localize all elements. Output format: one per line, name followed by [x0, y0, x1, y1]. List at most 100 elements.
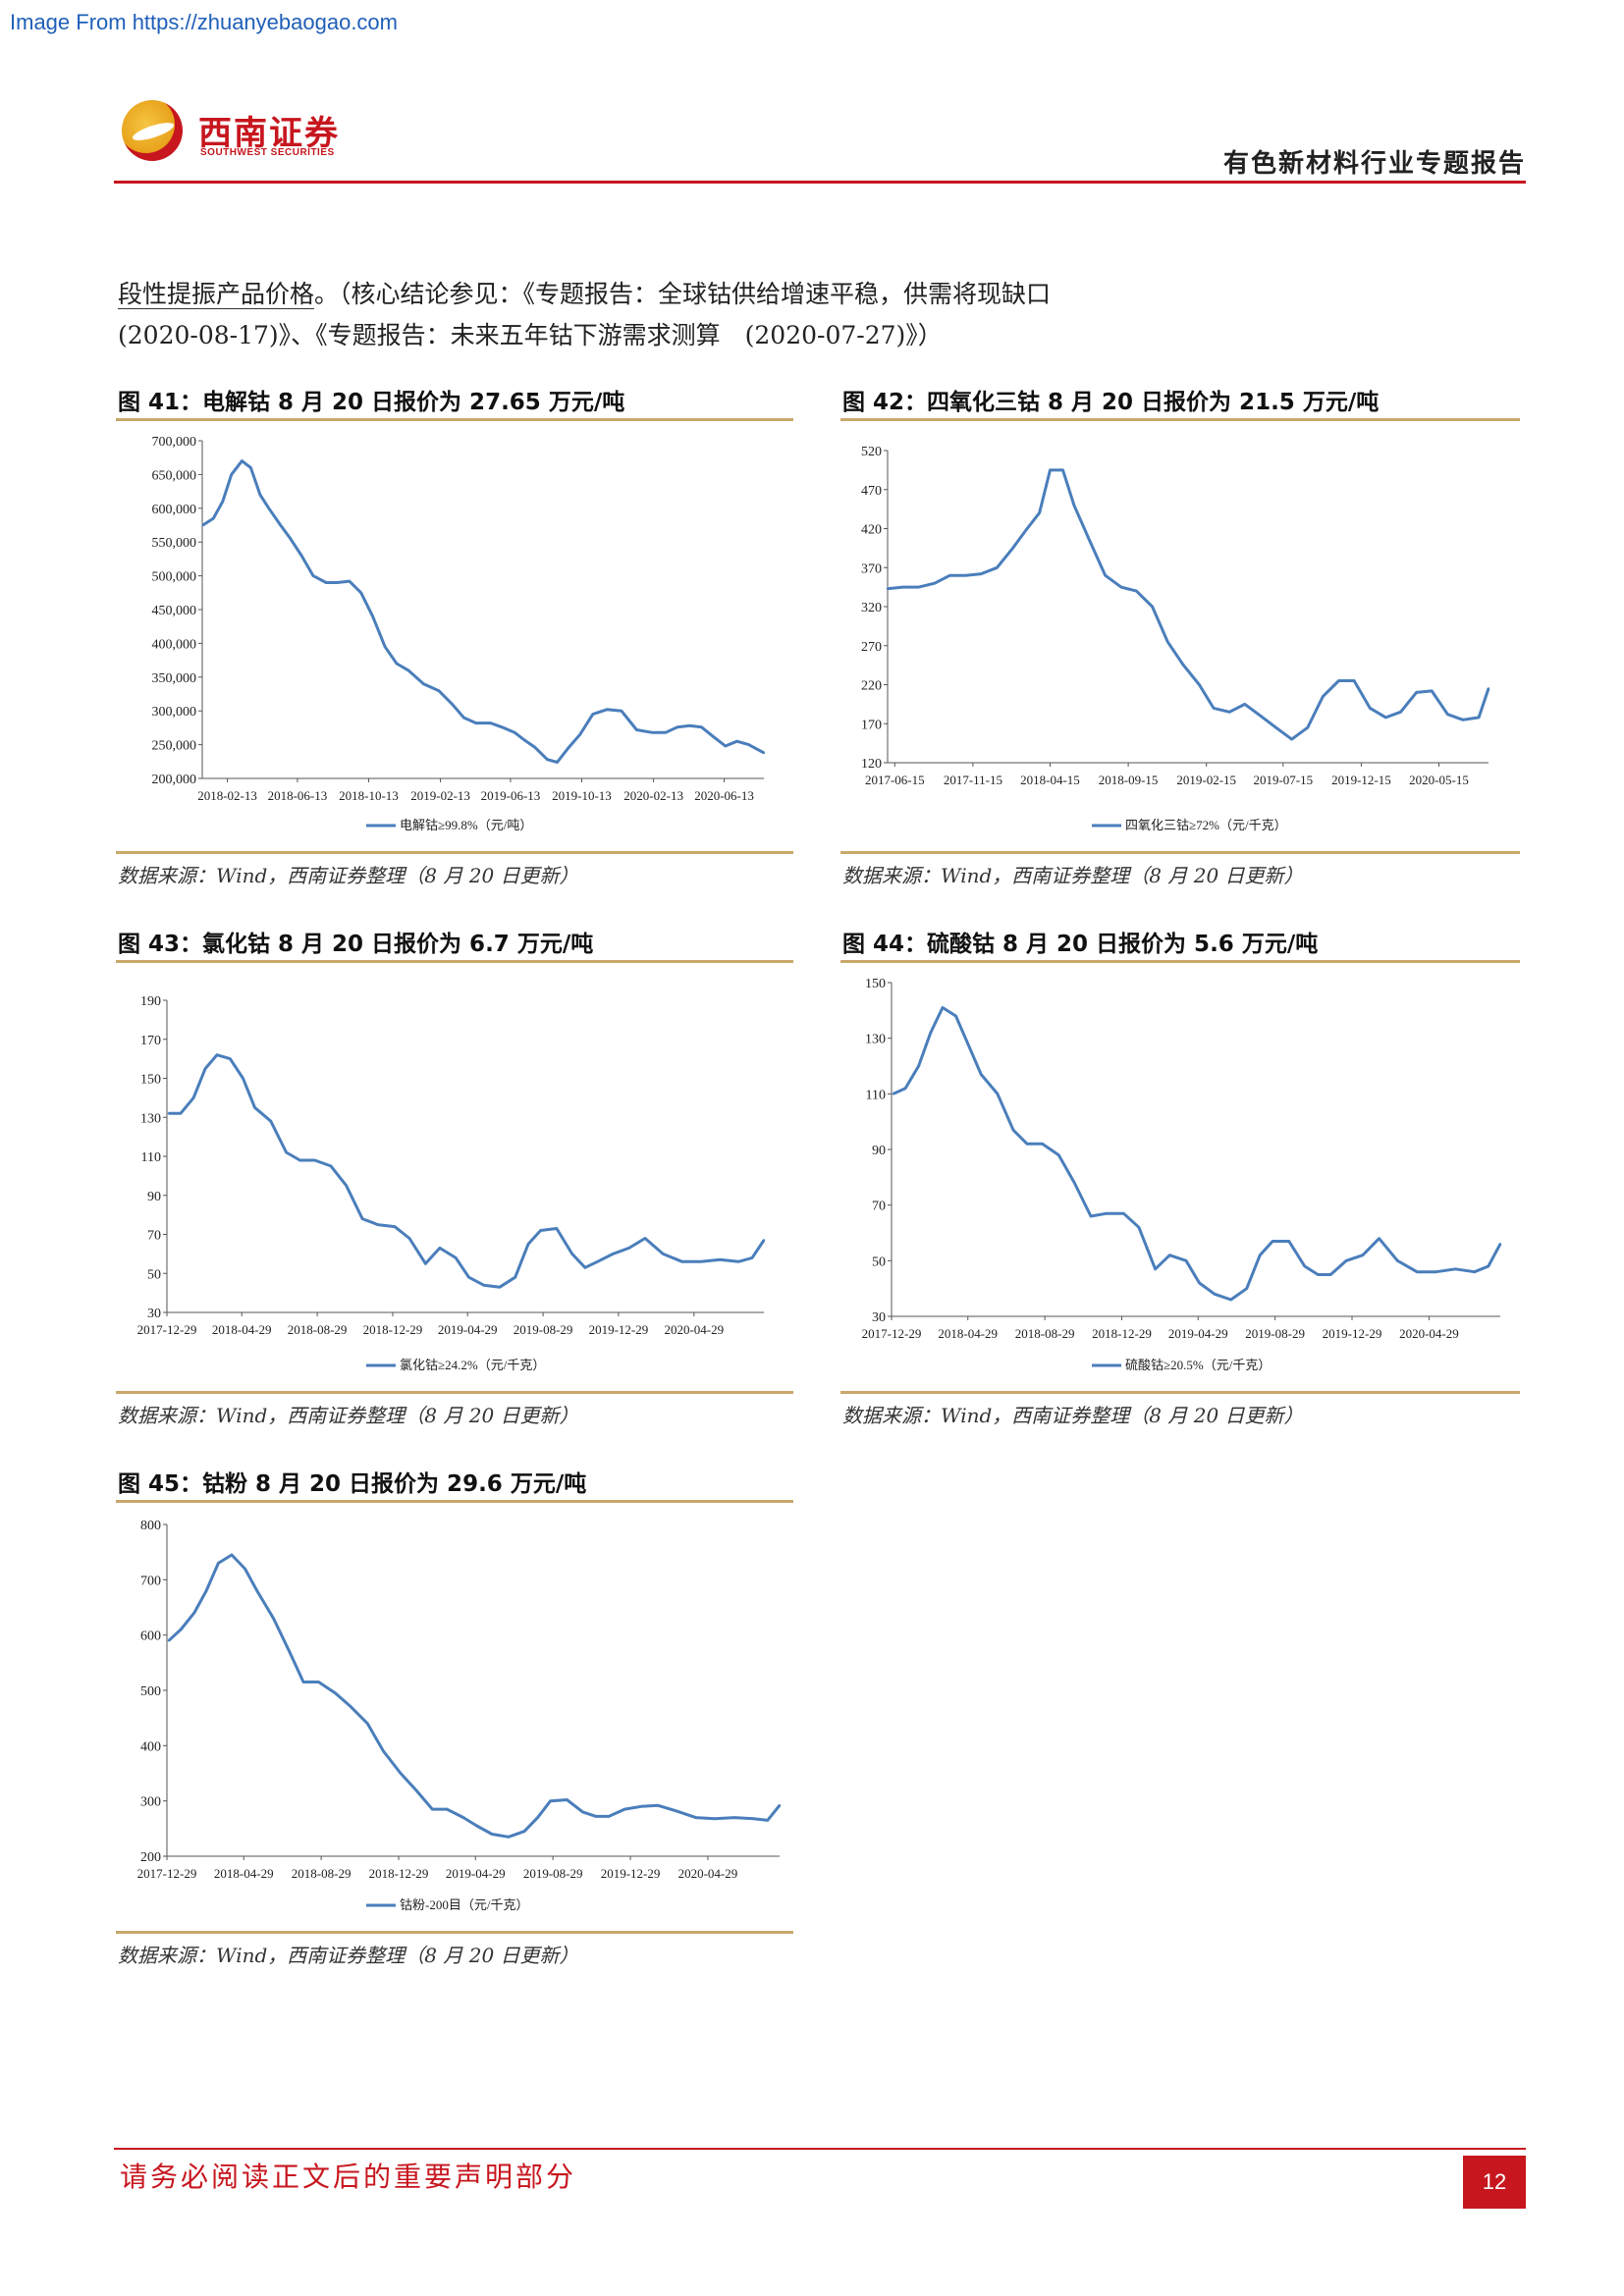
data-point — [192, 1611, 196, 1615]
data-point — [445, 1807, 449, 1811]
data-point — [230, 473, 233, 476]
y-tick-label: 200,000 — [152, 773, 197, 787]
data-point — [1337, 679, 1340, 682]
data-point — [578, 733, 581, 736]
data-point — [980, 1073, 983, 1076]
data-point — [1345, 1259, 1348, 1262]
data-point — [735, 739, 738, 743]
figure-41-title: 图 41：电解钴 8 月 20 日报价为 27.65 万元/吨 — [118, 390, 625, 415]
data-point — [996, 1093, 1000, 1095]
y-tick-label: 320 — [861, 601, 882, 615]
x-tick-label: 2019-12-29 — [1323, 1326, 1382, 1341]
x-tick-label: 2017-11-15 — [944, 773, 1002, 787]
y-tick-label: 90 — [147, 1190, 161, 1204]
y-tick-label: 350,000 — [152, 671, 197, 686]
data-point — [1151, 605, 1154, 609]
y-tick-label: 250,000 — [152, 739, 197, 754]
data-point — [1287, 1240, 1290, 1243]
y-tick-label: 50 — [872, 1255, 886, 1269]
x-tick-label: 2018-10-13 — [339, 788, 399, 803]
data-point — [272, 1617, 275, 1620]
y-tick-label: 400 — [140, 1739, 161, 1754]
data-point — [650, 731, 654, 734]
x-tick-label: 2019-08-29 — [523, 1866, 583, 1881]
data-point — [1369, 707, 1372, 710]
x-tick-label: 2019-10-13 — [552, 788, 612, 803]
data-point — [424, 1262, 427, 1265]
data-point — [1011, 547, 1014, 550]
data-point — [1135, 589, 1138, 593]
data-point — [376, 1223, 380, 1226]
data-point — [269, 1120, 273, 1123]
legend-label: 钴粉-200目（元/千克） — [400, 1897, 528, 1912]
x-tick-label: 2019-04-29 — [446, 1866, 506, 1881]
data-point — [255, 1589, 259, 1592]
data-point — [732, 1816, 736, 1819]
y-tick-label: 50 — [147, 1267, 161, 1282]
data-point — [383, 645, 387, 649]
data-point — [639, 1805, 643, 1808]
logo-en-text: SOUTHWEST SECURITIES — [200, 147, 335, 158]
data-point — [482, 1283, 485, 1287]
data-point — [1290, 737, 1293, 741]
data-point — [1049, 468, 1052, 472]
x-tick-label: 2020-04-29 — [1399, 1326, 1459, 1341]
data-point — [475, 1824, 478, 1828]
data-point — [581, 1810, 584, 1814]
y-tick-label: 130 — [140, 1111, 161, 1126]
figure-42-title: 图 42：四氧化三钴 8 月 20 日报价为 21.5 万元/吨 — [842, 390, 1380, 415]
logo-cn-text: 西南证券 — [198, 114, 340, 153]
data-point — [713, 1817, 717, 1820]
data-point — [507, 1836, 511, 1839]
data-point — [1089, 1214, 1093, 1218]
y-tick-label: 150 — [865, 977, 886, 991]
data-point — [1435, 1270, 1437, 1273]
data-point — [288, 1650, 291, 1653]
x-tick-label: 2018-09-15 — [1099, 773, 1159, 787]
data-point — [1271, 1240, 1274, 1243]
x-tick-label: 2018-04-29 — [212, 1322, 272, 1337]
data-point — [299, 554, 303, 558]
data-point — [607, 1815, 611, 1818]
x-tick-label: 2019-04-29 — [438, 1322, 498, 1337]
data-point — [546, 758, 549, 761]
data-point — [675, 1809, 677, 1813]
data-point — [1259, 715, 1263, 718]
data-point — [1119, 585, 1123, 589]
x-tick-label: 2019-12-29 — [589, 1322, 649, 1337]
data-point — [371, 614, 374, 618]
x-tick-label: 2018-08-29 — [288, 1322, 348, 1337]
x-tick-label: 2017-06-15 — [865, 773, 925, 787]
data-point — [467, 1276, 470, 1279]
data-point — [752, 1817, 755, 1820]
data-point — [301, 1681, 305, 1683]
data-point — [414, 1789, 417, 1791]
data-point — [1454, 1267, 1457, 1271]
data-point — [664, 731, 668, 734]
data-point — [680, 1260, 684, 1263]
x-tick-label: 2019-02-13 — [410, 788, 470, 803]
y-tick-label: 170 — [140, 1034, 161, 1048]
x-tick-label: 2019-02-15 — [1176, 773, 1236, 787]
x-tick-label: 2019-12-29 — [601, 1866, 661, 1881]
data-point — [203, 1067, 207, 1070]
data-point — [594, 1815, 598, 1818]
figure-42-source: 数据来源：Wind，西南证券整理（8 月 20 日更新） — [842, 864, 1304, 887]
data-point — [570, 1253, 573, 1255]
data-point — [212, 516, 215, 520]
y-tick-label: 70 — [872, 1200, 886, 1214]
data-point — [549, 1799, 552, 1802]
x-tick-label: 2020-06-13 — [694, 788, 754, 803]
y-tick-label: 90 — [872, 1144, 886, 1158]
figure-45-chart: 200 300 400 500 600 700 800 2017-12-29 2018-04-2… — [116, 1500, 793, 1934]
y-tick-label: 370 — [861, 561, 882, 576]
watermark-text: Image From https://zhuanyebaogao.com — [10, 10, 398, 34]
data-point — [1306, 726, 1309, 729]
y-tick-label: 650,000 — [152, 468, 197, 483]
company-logo: 西南证券 SOUTHWEST SECURITIES — [122, 96, 534, 175]
figure-42-chart: 120 170 220 270 320 370 420 470 520 2017-06-15 201… — [840, 418, 1520, 854]
data-point — [1245, 1287, 1248, 1290]
x-tick-label: 2018-04-15 — [1020, 773, 1080, 787]
data-point — [1198, 1281, 1201, 1285]
x-tick-label: 2019-06-13 — [481, 788, 541, 803]
